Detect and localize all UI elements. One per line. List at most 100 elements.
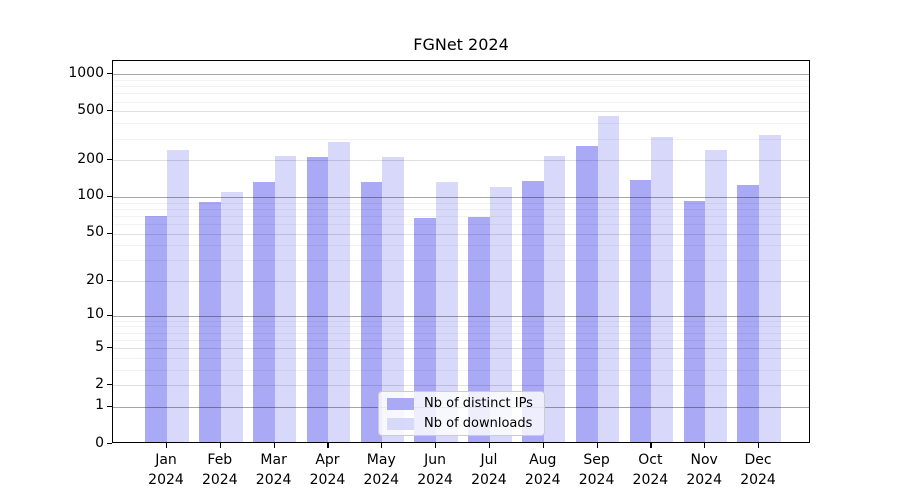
bar-downloads-jan [167,150,189,442]
gridline-minor-900 [113,79,809,81]
bar-distinct-ips-jul [468,216,490,442]
gridline-minor-400 [113,123,809,125]
x-tick-label-jun: Jun 2024 [417,452,453,488]
bar-downloads-apr [328,141,351,442]
y-tick-label-5: 5 [95,338,104,355]
bar-downloads-sep [597,116,620,442]
x-tick-mark-sep [596,443,598,448]
gridline-minor-300 [113,138,809,140]
x-tick-mark-aug [542,443,544,448]
bar-distinct-ips-jun [414,217,437,442]
bar-downloads-jul [489,187,512,442]
y-tick-mark-0 [107,443,112,445]
y-tick-label-1000: 1000 [68,64,104,81]
y-tick-label-50: 50 [86,224,104,241]
bar-downloads-aug [543,155,566,442]
x-tick-label-may: May 2024 [363,452,400,488]
x-tick-label-jan: Jan 2024 [148,452,184,488]
x-tick-mark-nov [704,443,706,448]
gridline-200 [113,160,809,162]
bar-distinct-ips-aug [522,181,544,442]
y-tick-label-2: 2 [95,375,104,392]
y-tick-label-20: 20 [86,271,104,288]
plot-area [112,60,810,443]
y-tick-label-10: 10 [86,306,104,323]
y-tick-mark-1 [107,405,112,408]
legend-swatch-downloads [387,417,414,430]
gridline-minor-8 [113,326,809,328]
gridline-minor-700 [113,93,809,95]
legend-label-downloads: Nb of downloads [424,416,533,431]
bar-distinct-ips-nov [683,200,706,442]
y-tick-mark-1000 [107,73,112,75]
bar-downloads-mar [274,156,297,442]
gridline-minor-90 [113,202,809,204]
gridline-1000 [113,74,809,76]
legend-swatch-distinct-ips [387,397,414,410]
gridline-minor-70 [113,215,809,217]
x-tick-label-mar: Mar 2024 [255,452,292,488]
gridline-minor-600 [113,101,809,103]
y-tick-mark-50 [107,232,112,234]
legend-label-distinct-ips: Nb of distinct IPs [424,396,533,411]
x-tick-mark-mar [273,443,275,448]
y-tick-mark-5 [107,347,112,349]
gridline-100 [113,196,809,198]
gridline-minor-800 [113,86,809,88]
bar-distinct-ips-apr [306,156,329,442]
gridline-minor-40 [113,245,809,247]
bar-downloads-may [382,156,404,442]
gridline-minor-6 [113,339,809,341]
gridline-minor-7 [113,332,809,334]
bar-distinct-ips-feb [199,201,221,442]
y-tick-mark-100 [107,195,112,198]
gridline-minor-9 [113,320,809,322]
x-tick-mark-dec [758,443,760,448]
bar-distinct-ips-oct [629,179,652,442]
x-tick-label-jul: Jul 2024 [471,452,507,488]
x-tick-label-dec: Dec 2024 [740,452,776,488]
y-tick-mark-20 [107,280,112,282]
x-tick-label-feb: Feb 2024 [201,452,238,488]
y-tick-mark-200 [107,159,112,161]
y-tick-mark-2 [107,384,112,386]
bar-distinct-ips-sep [575,146,598,442]
bar-distinct-ips-dec [737,184,759,442]
bar-downloads-dec [759,135,781,442]
bar-downloads-feb [220,192,243,442]
bar-downloads-nov [705,150,727,442]
x-tick-label-sep: Sep 2024 [578,452,615,488]
gridline-minor-60 [113,223,809,225]
x-tick-mark-jul [488,443,491,448]
bar-distinct-ips-jan [145,216,167,442]
x-tick-mark-feb [219,443,221,448]
legend-item-distinct-ips: Nb of distinct IPs [387,396,536,411]
gridline-10 [113,315,809,317]
gridline-2 [113,385,809,387]
x-tick-mark-oct [650,443,652,448]
gridline-500 [113,111,809,113]
gridline-minor-30 [113,260,809,262]
x-tick-label-oct: Oct 2024 [632,452,669,488]
x-tick-label-aug: Aug 2024 [524,452,561,488]
gridline-minor-80 [113,208,809,210]
x-tick-label-apr: Apr 2024 [309,452,346,488]
gridline-minor-3 [113,369,809,371]
y-tick-mark-10 [107,314,112,316]
y-tick-label-100: 100 [77,187,104,204]
x-tick-mark-jan [166,443,168,448]
y-tick-mark-500 [107,110,112,112]
gridline-50 [113,233,809,235]
x-tick-label-nov: Nov 2024 [686,452,722,488]
y-tick-label-500: 500 [77,101,104,118]
legend: Nb of distinct IPs Nb of downloads [378,391,545,436]
y-tick-label-200: 200 [77,150,104,167]
bar-distinct-ips-mar [252,181,275,442]
gridline-20 [113,281,809,283]
x-tick-mark-apr [327,443,329,448]
x-tick-mark-may [381,443,383,448]
bar-downloads-oct [651,136,674,442]
legend-item-downloads: Nb of downloads [387,416,536,431]
y-tick-label-0: 0 [95,434,104,451]
